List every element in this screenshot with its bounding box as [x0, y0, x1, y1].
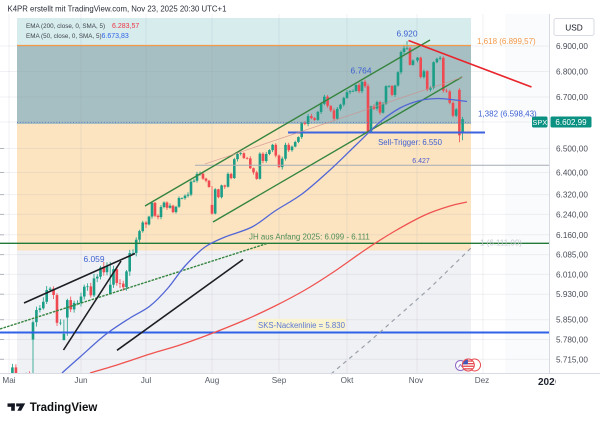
svg-text:6.673,83: 6.673,83: [102, 33, 129, 40]
svg-text:1,382 (6.598,43): 1,382 (6.598,43): [478, 110, 537, 119]
svg-text:6.602,99: 6.602,99: [555, 118, 587, 127]
svg-text:TradingView: TradingView: [30, 402, 98, 414]
svg-text:Mai: Mai: [2, 376, 15, 385]
svg-text:Sep: Sep: [272, 376, 287, 385]
svg-text:JH aus Anfang 2025: 6.099 - 6.: JH aus Anfang 2025: 6.099 - 6.111: [249, 232, 370, 241]
svg-text:1 (6.111,00): 1 (6.111,00): [480, 238, 522, 247]
svg-text:5.715,00: 5.715,00: [556, 355, 588, 364]
svg-text:Jul: Jul: [141, 376, 152, 385]
svg-text:5.930,00: 5.930,00: [556, 290, 588, 299]
svg-text:USD: USD: [565, 22, 583, 32]
svg-text:6.500,00: 6.500,00: [556, 145, 588, 154]
svg-text:6.764: 6.764: [351, 66, 372, 76]
svg-text:6.320,00: 6.320,00: [556, 191, 588, 200]
svg-text:5.780,00: 5.780,00: [556, 336, 588, 345]
svg-text:SKS-Nackenlinie = 5.830: SKS-Nackenlinie = 5.830: [258, 321, 346, 330]
svg-text:6.283,57: 6.283,57: [112, 23, 139, 30]
svg-text:6.800,00: 6.800,00: [556, 68, 588, 77]
svg-text:6.160,00: 6.160,00: [556, 231, 588, 240]
svg-text:6.240,00: 6.240,00: [556, 210, 588, 219]
svg-text:6.900,00: 6.900,00: [556, 42, 588, 51]
svg-text:SPX: SPX: [532, 118, 547, 127]
svg-text:Jun: Jun: [74, 376, 88, 385]
svg-text:2026: 2026: [538, 377, 561, 388]
svg-text:6.427: 6.427: [412, 158, 430, 165]
svg-text:1,618 (6.899,57): 1,618 (6.899,57): [477, 37, 536, 46]
svg-text:6.700,00: 6.700,00: [556, 93, 588, 102]
svg-text:Nov: Nov: [409, 376, 424, 385]
svg-text:6.059: 6.059: [84, 254, 105, 264]
svg-text:EMA (50, close, 0, SMA, 5): EMA (50, close, 0, SMA, 5): [26, 33, 102, 40]
svg-text:5.850,00: 5.850,00: [556, 316, 588, 325]
svg-text:Dez: Dez: [475, 376, 490, 385]
svg-text:6.085,00: 6.085,00: [556, 251, 588, 260]
svg-text:EMA (200, close, 0, SMA, 5): EMA (200, close, 0, SMA, 5): [26, 23, 105, 30]
svg-text:6.920: 6.920: [397, 29, 418, 39]
svg-text:Aug: Aug: [205, 376, 220, 385]
svg-text:6.010,00: 6.010,00: [556, 270, 588, 279]
svg-text:6.400,00: 6.400,00: [556, 169, 588, 178]
svg-text:Okt: Okt: [341, 376, 354, 385]
svg-text:Sell-Trigger: 6.550: Sell-Trigger: 6.550: [378, 138, 443, 147]
svg-text:K4PR erstellt mit TradingView.: K4PR erstellt mit TradingView.com, Nov 2…: [8, 5, 227, 14]
